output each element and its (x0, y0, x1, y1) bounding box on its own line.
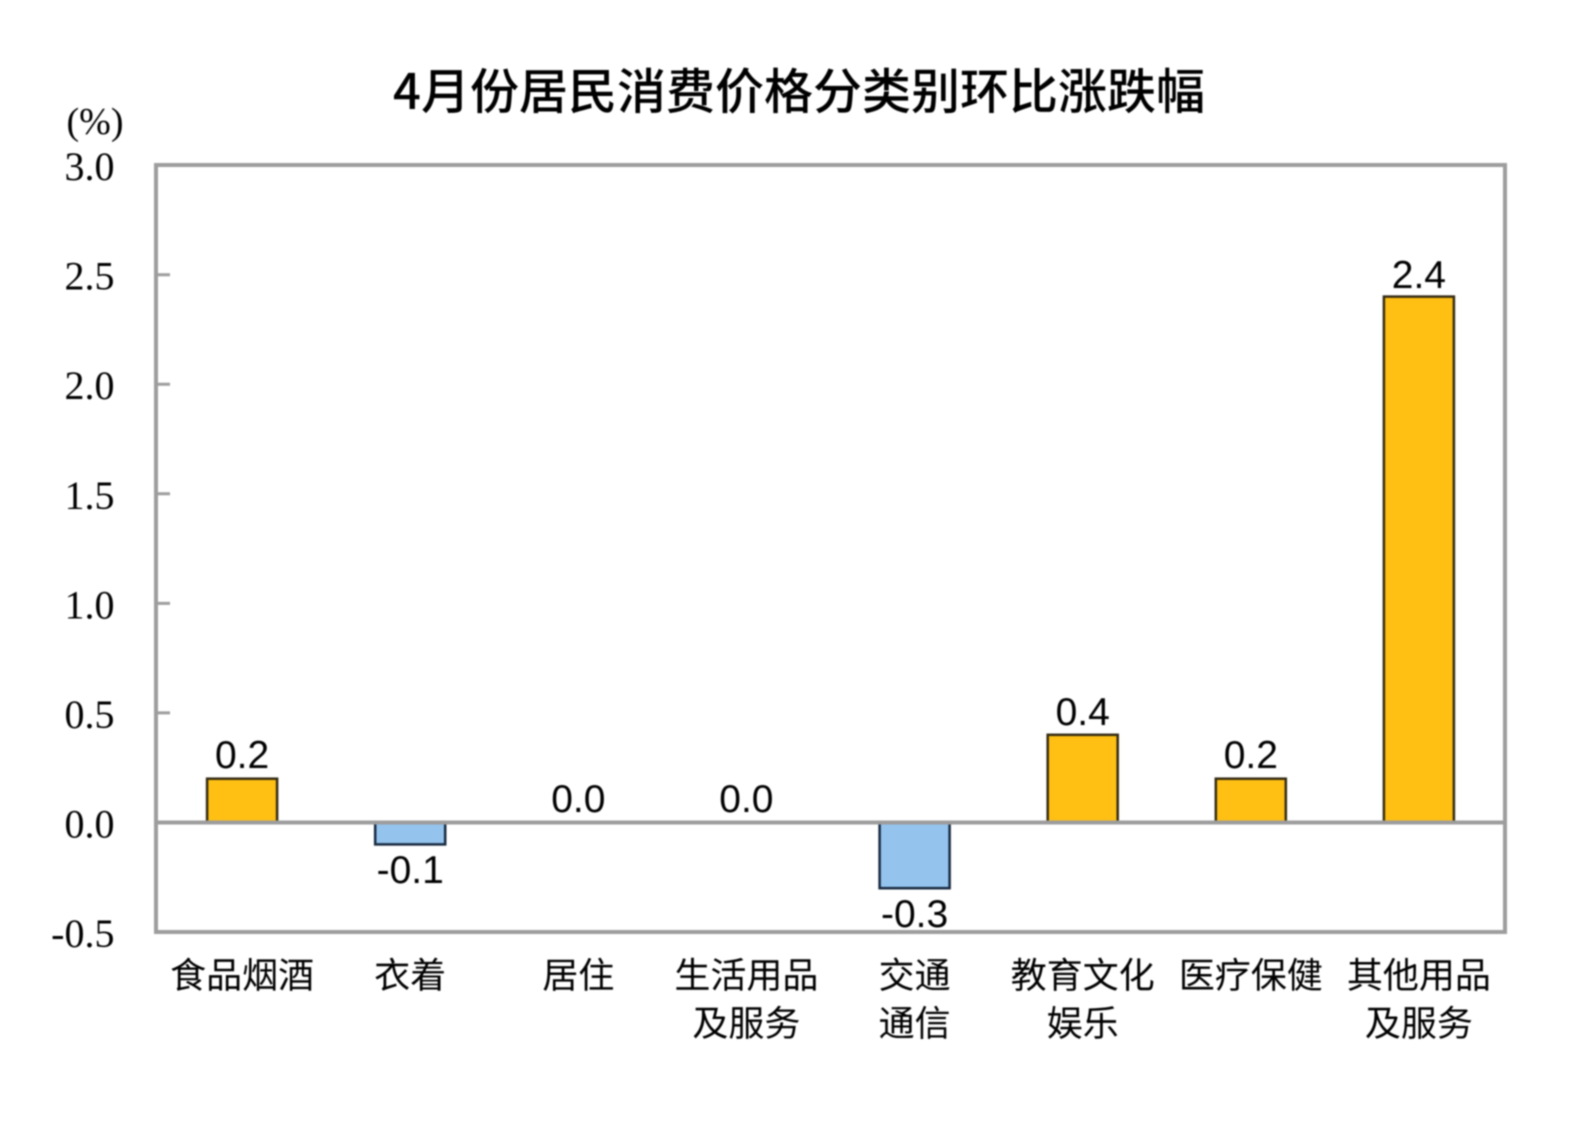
svg-text:0.0: 0.0 (551, 778, 605, 821)
svg-text:0.5: 0.5 (65, 692, 115, 737)
svg-text:2.4: 2.4 (1392, 254, 1446, 297)
svg-text:-0.1: -0.1 (377, 849, 444, 892)
svg-text:-0.3: -0.3 (881, 893, 948, 936)
svg-text:0.0: 0.0 (65, 802, 115, 847)
svg-text:-0.5: -0.5 (51, 911, 114, 956)
svg-text:0.2: 0.2 (215, 734, 269, 777)
svg-text:1.0: 1.0 (65, 582, 115, 627)
svg-text:2.0: 2.0 (65, 363, 115, 408)
svg-text:0.2: 0.2 (1224, 734, 1278, 777)
svg-text:3.0: 3.0 (65, 144, 115, 189)
svg-text:2.5: 2.5 (65, 254, 115, 299)
svg-text:(%): (%) (67, 101, 124, 143)
svg-text:0.0: 0.0 (719, 778, 773, 821)
svg-text:1.5: 1.5 (65, 473, 115, 518)
svg-text:0.4: 0.4 (1056, 691, 1110, 734)
